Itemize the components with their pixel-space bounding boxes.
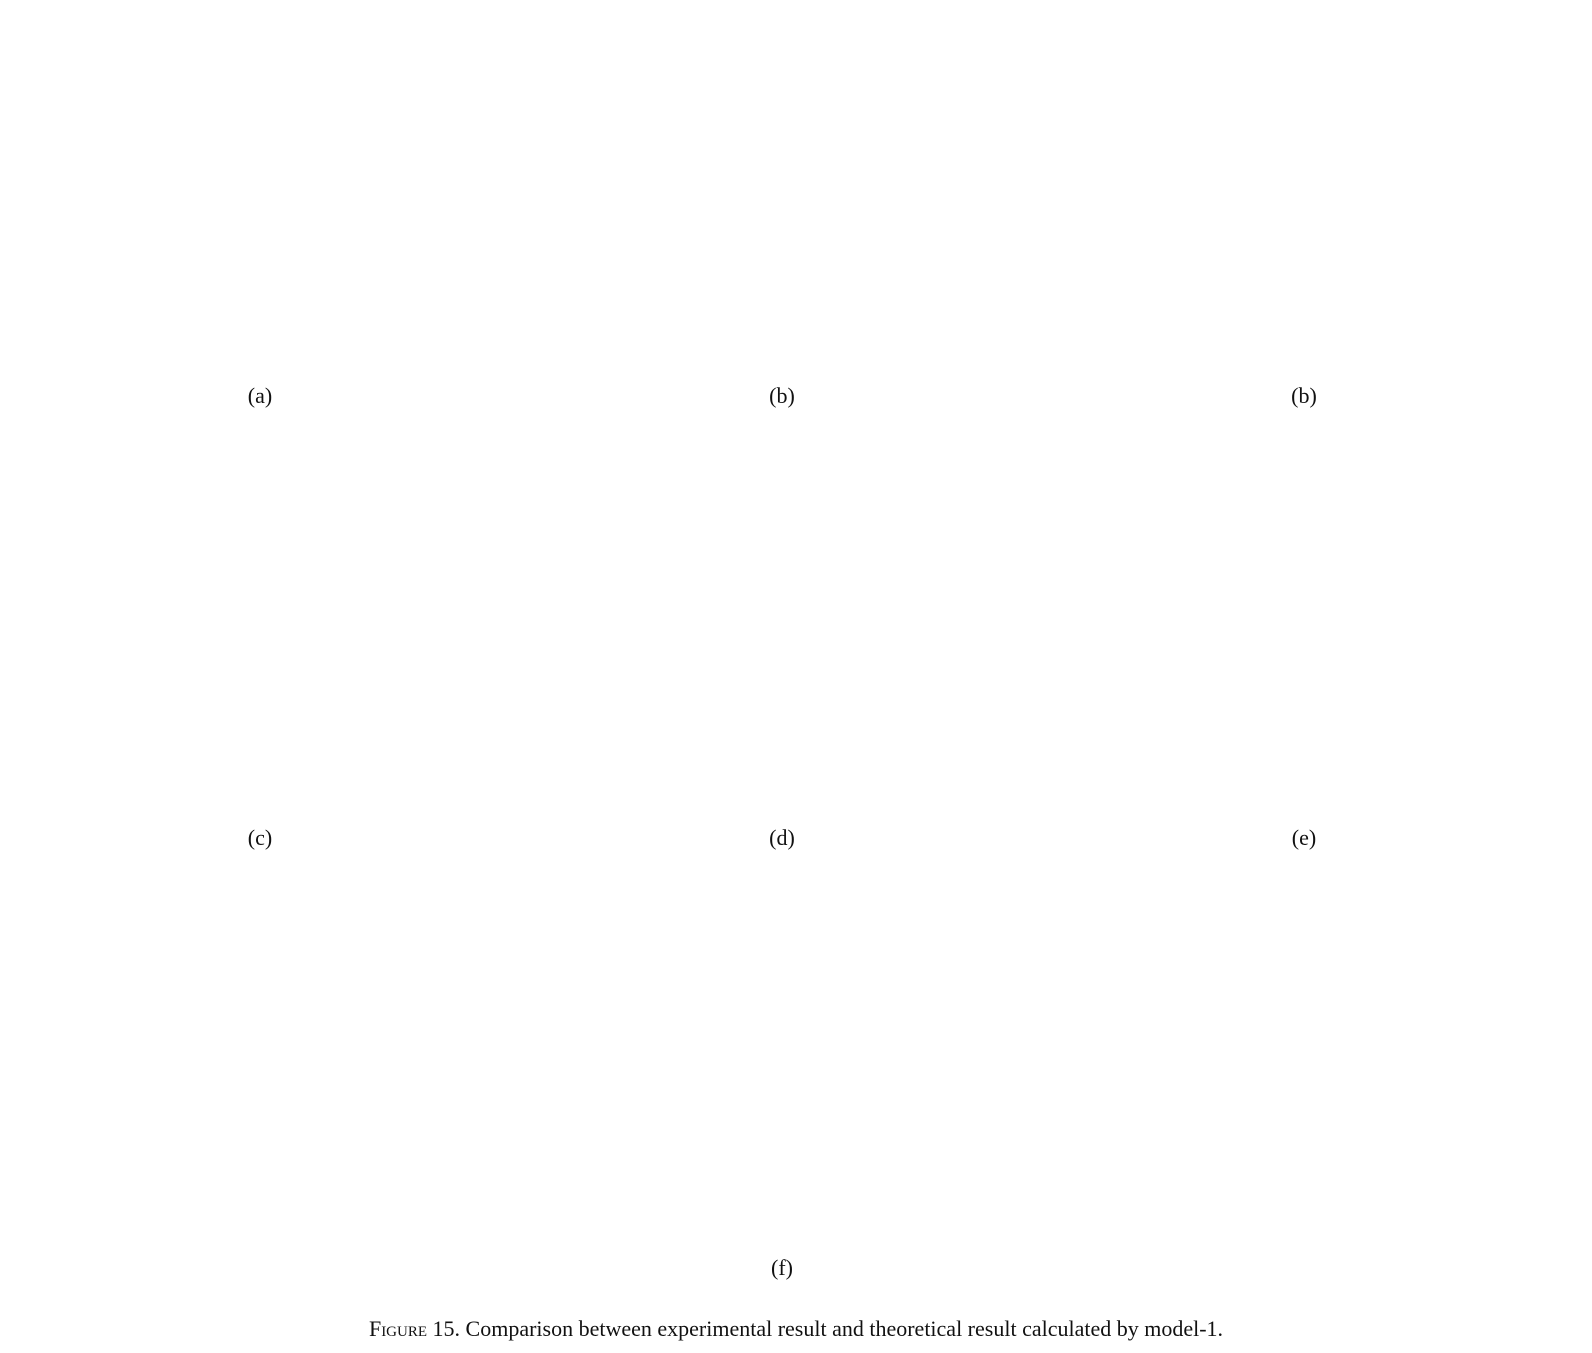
chart-panel-f: (f) (522, 880, 1042, 1320)
chart-svg-a (0, 8, 520, 383)
chart-panel-d: (d) (522, 450, 1042, 890)
chart-panel-b2: (b) (1044, 8, 1564, 448)
panel-label-d: (d) (769, 825, 795, 850)
chart-panel-e: (e) (1044, 450, 1564, 890)
chart-svg-b2 (1044, 8, 1564, 383)
chart-panel-a: (a) (0, 8, 520, 448)
figure-caption-text: Comparison between experimental result a… (465, 1316, 1224, 1341)
panel-label-f: (f) (771, 1255, 793, 1280)
panel-label-e: (e) (1291, 825, 1317, 850)
panel-label-c: (c) (247, 825, 273, 850)
chart-svg-b1 (522, 8, 1042, 383)
chart-svg-c (0, 450, 520, 825)
panel-label-a: (a) (247, 383, 273, 408)
chart-svg-f (522, 880, 1042, 1255)
chart-svg-e (1044, 450, 1564, 825)
panel-label-b2: (b) (1291, 383, 1317, 408)
chart-panel-c: (c) (0, 450, 520, 890)
panel-label-b1: (b) (769, 383, 795, 408)
chart-panel-b1: (b) (522, 8, 1042, 448)
figure-caption: Figure 15. Comparison between experiment… (0, 1316, 1592, 1342)
chart-svg-d (522, 450, 1042, 825)
figure-caption-label: Figure 15. (368, 1316, 461, 1341)
